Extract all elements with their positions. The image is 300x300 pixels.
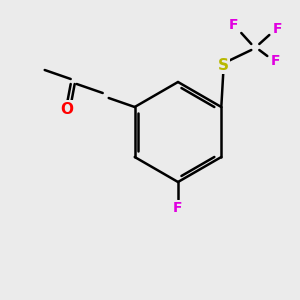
Text: F: F [173, 201, 183, 215]
Text: S: S [218, 58, 229, 73]
Text: O: O [60, 101, 73, 116]
Text: F: F [271, 54, 280, 68]
Text: F: F [229, 18, 238, 32]
Text: F: F [273, 22, 282, 36]
